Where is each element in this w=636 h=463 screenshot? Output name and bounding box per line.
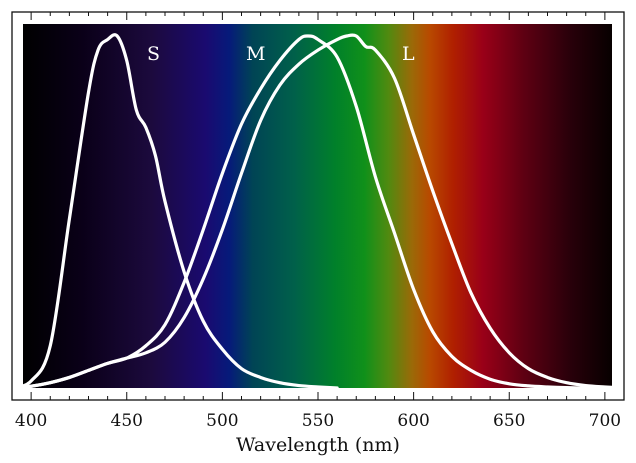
x-tick-label: 650 xyxy=(493,411,525,431)
series-label-s: S xyxy=(147,43,160,65)
series-label-l: L xyxy=(402,43,415,65)
x-tick-label: 700 xyxy=(589,411,621,431)
axis-ticks xyxy=(11,12,625,400)
x-tick-label: 550 xyxy=(302,411,334,431)
x-tick-label: 450 xyxy=(111,411,143,431)
x-tick-label: 500 xyxy=(206,411,238,431)
series-labels: S M L xyxy=(147,43,415,65)
series-line-l xyxy=(10,33,626,390)
series-line-s xyxy=(10,33,339,390)
x-tick-label: 600 xyxy=(397,411,429,431)
x-tick-labels: 400 450 500 550 600 650 700 xyxy=(15,411,621,431)
series-curves xyxy=(10,33,626,390)
plot-background xyxy=(23,24,612,388)
x-axis-title: Wavelength (nm) xyxy=(236,434,400,456)
x-tick-label: 400 xyxy=(15,411,47,431)
series-label-m: M xyxy=(246,43,265,65)
